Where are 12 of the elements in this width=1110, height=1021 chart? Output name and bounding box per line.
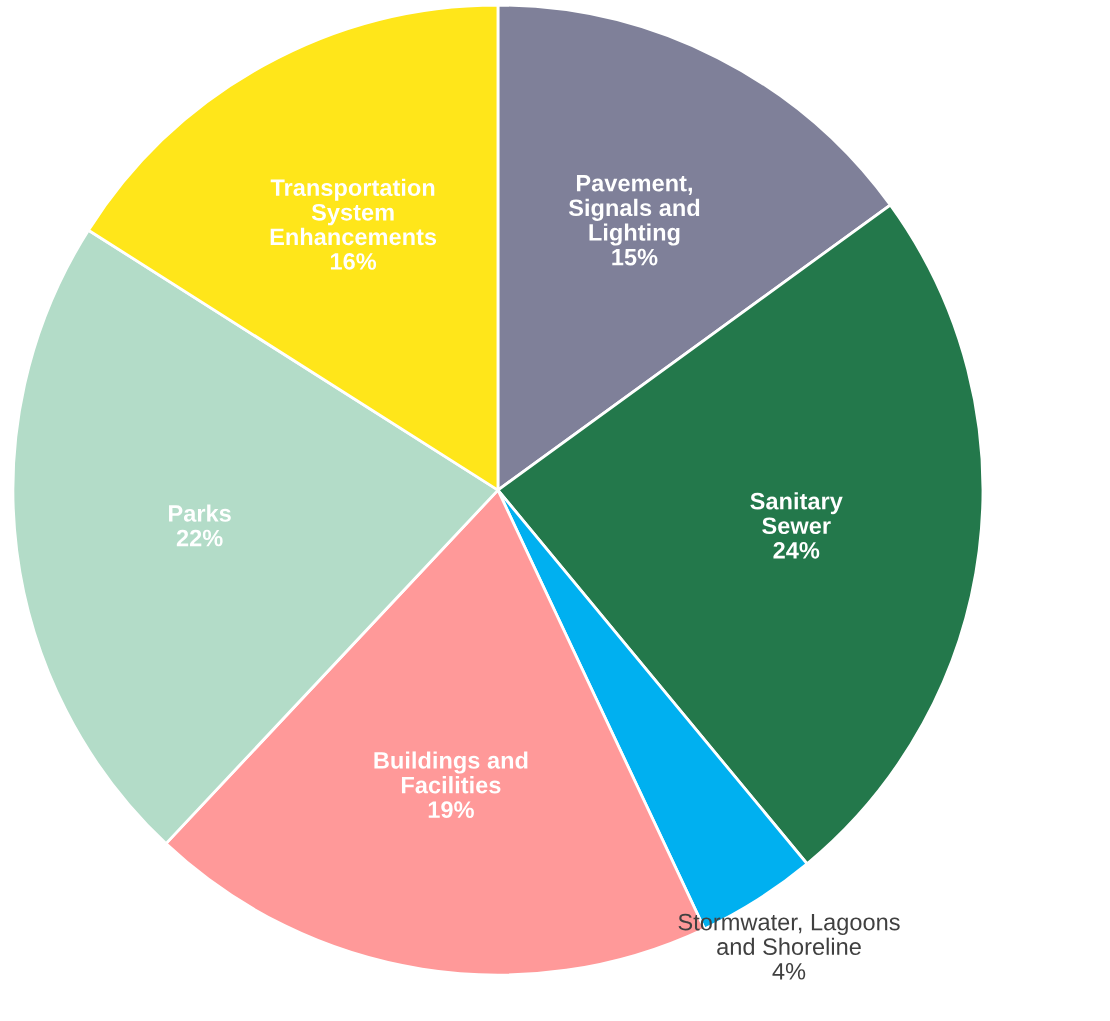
data-label: 4% (772, 962, 806, 980)
data-label: 22% (176, 529, 223, 547)
slice-label: Buildings and Facilities (374, 751, 528, 794)
data-label: 15% (612, 248, 658, 266)
data-label: 24% (773, 541, 820, 559)
slice-label: Stormwater, Lagoons and Shoreline (678, 913, 900, 956)
slice-label: Transportation System Enhancements (270, 178, 437, 246)
slice-label: Parks (169, 504, 231, 522)
slice-label: Pavement, Signals and Lighting (568, 175, 700, 246)
data-label: 16% (330, 253, 377, 270)
data-label: 19% (428, 801, 474, 819)
slice-label: Sanitary Sewer (750, 492, 843, 535)
